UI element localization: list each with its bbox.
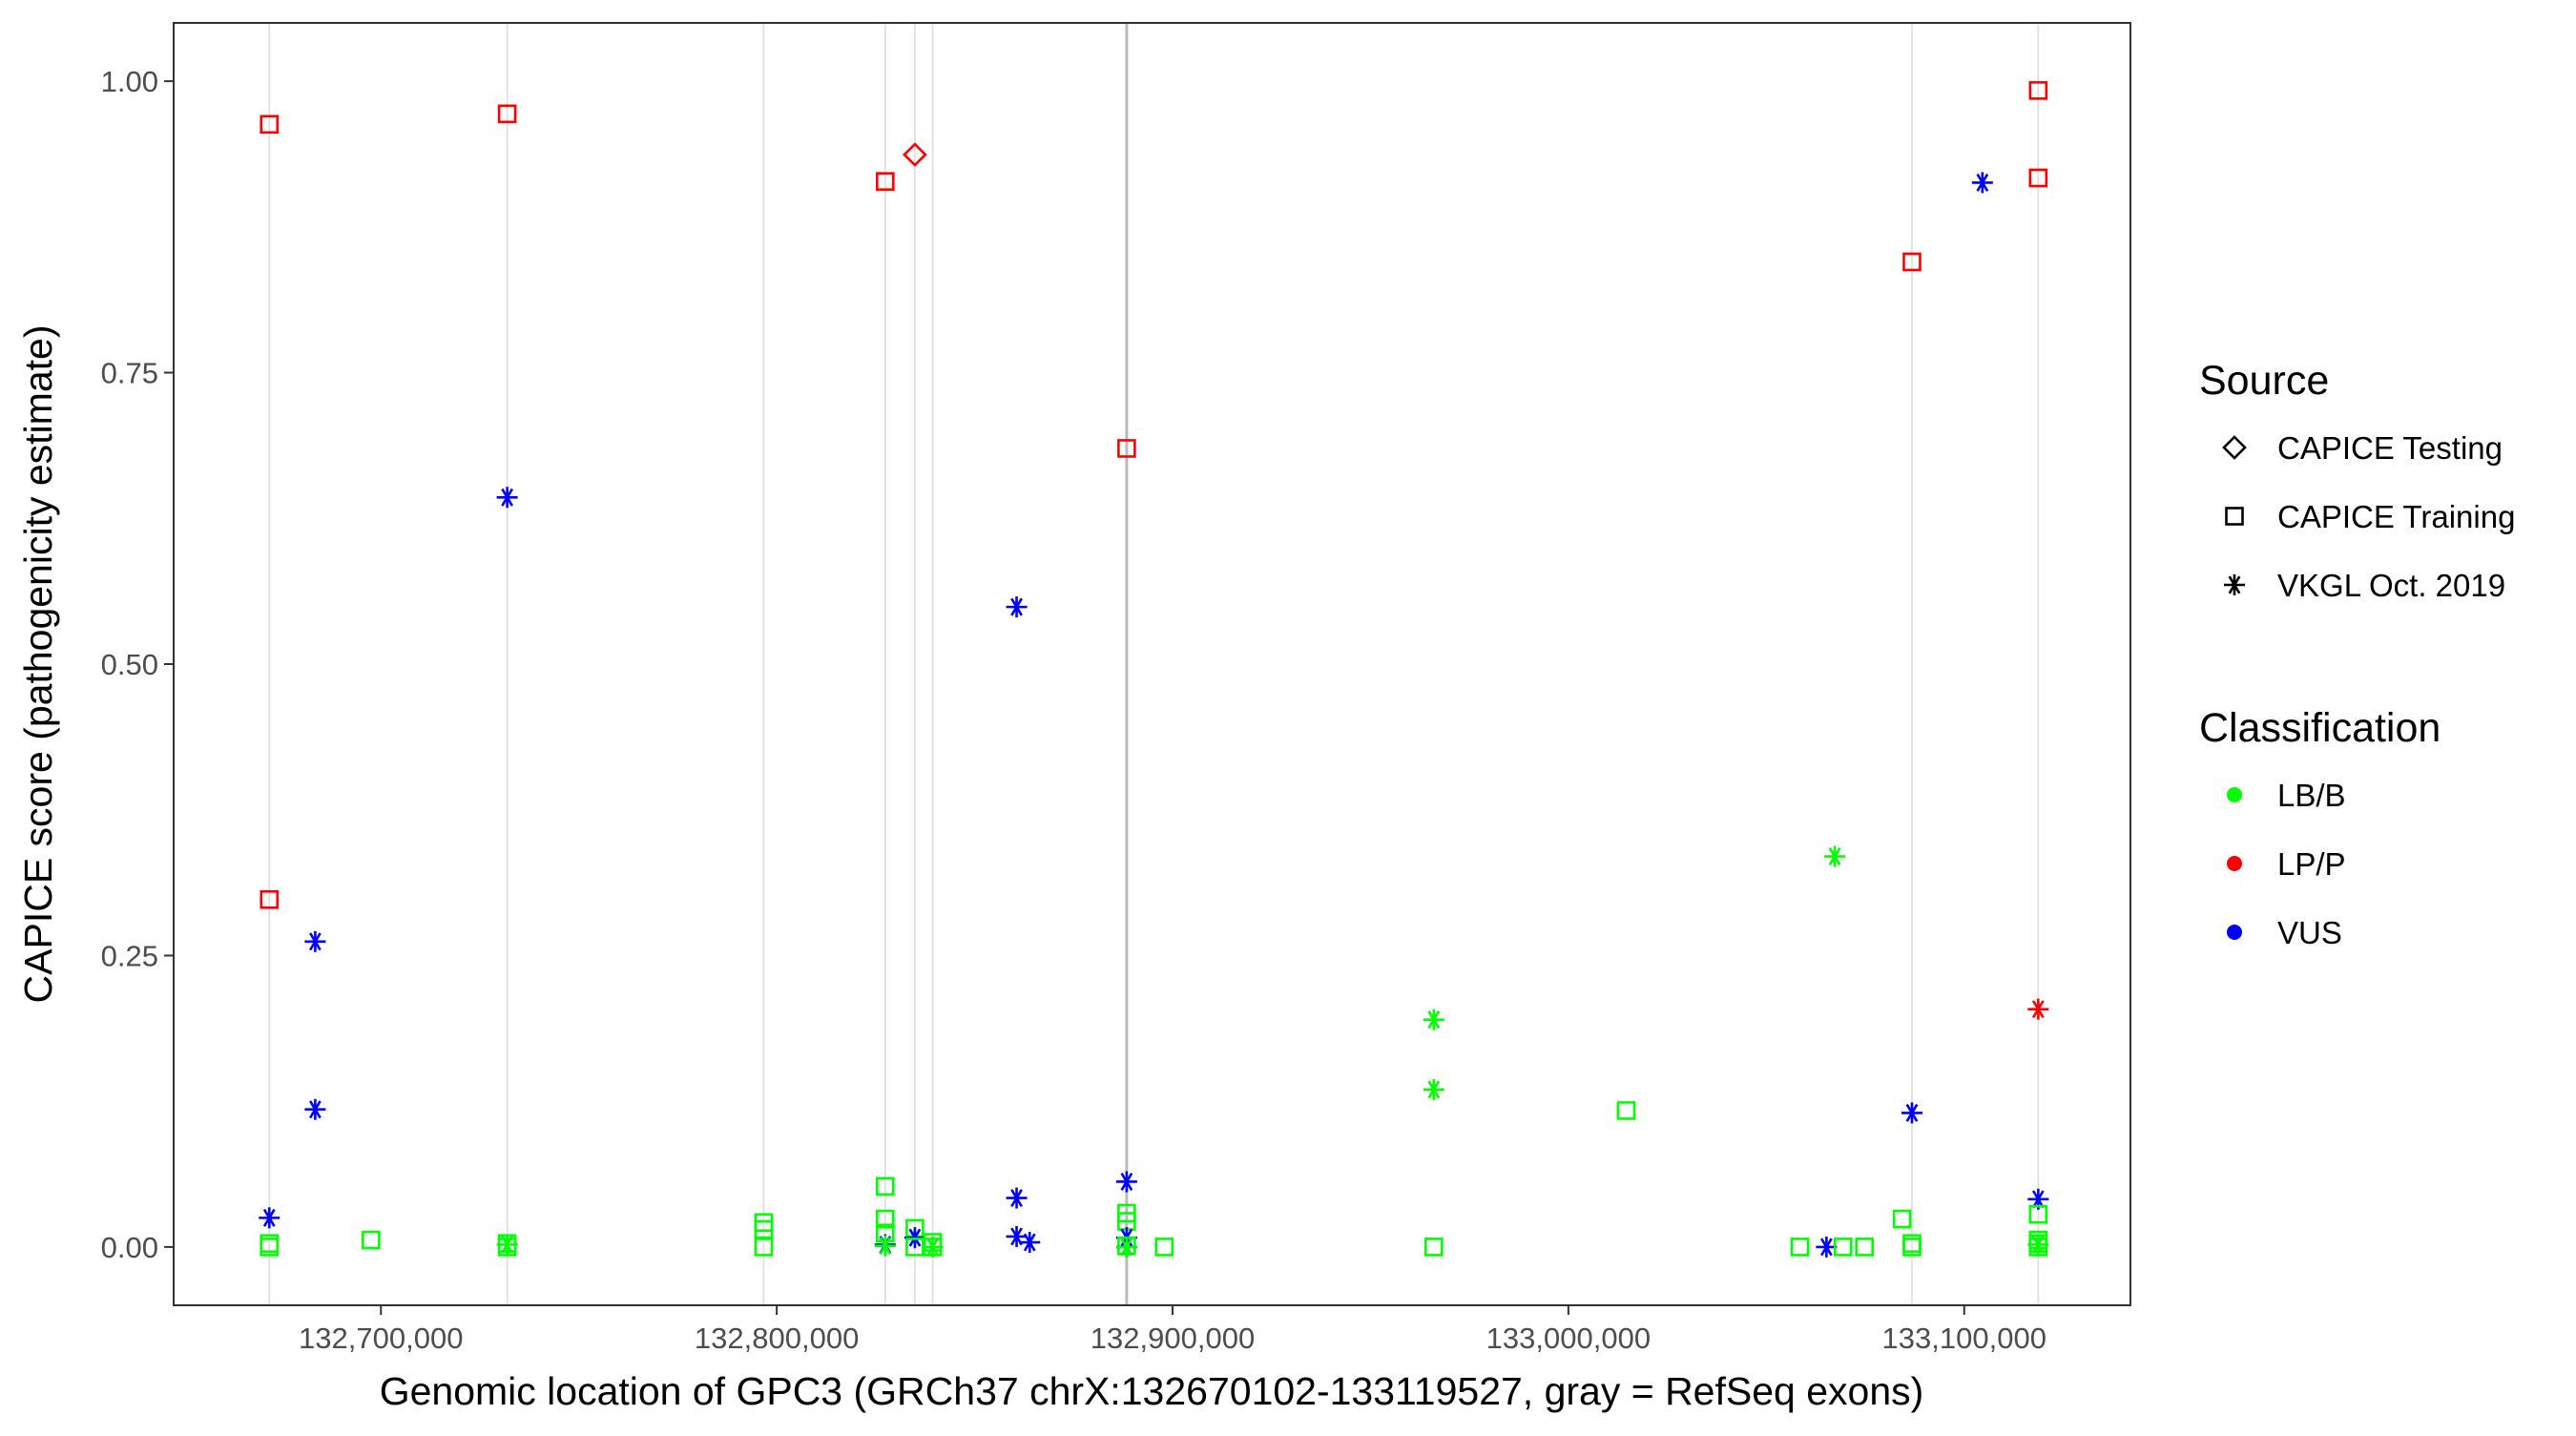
star-stroke bbox=[309, 1100, 322, 1119]
legend: Source CAPICE Testing CAPICE Training VKGL… bbox=[2199, 358, 2515, 950]
data-point-vkgl-VUS bbox=[496, 487, 518, 509]
data-point-vkgl-VUS bbox=[1816, 1236, 1838, 1258]
star-stroke bbox=[1120, 1238, 1133, 1257]
data-point-vkgl-LP bbox=[2027, 998, 2049, 1020]
data-point-vkgl-VUS bbox=[1006, 1187, 1028, 1209]
data-point-training-LB bbox=[754, 1238, 774, 1257]
exon-lines bbox=[268, 23, 2040, 1305]
star-stroke bbox=[1120, 1173, 1133, 1191]
data-point-training-LB bbox=[2028, 1238, 2048, 1257]
data-point-training-LB bbox=[1154, 1238, 1174, 1257]
legend-class-label: LB/B bbox=[2277, 778, 2346, 813]
data-point-vkgl-VUS bbox=[1901, 1102, 1922, 1124]
data-point-training-LB bbox=[876, 1176, 895, 1197]
legend-diamond-icon bbox=[2222, 435, 2247, 460]
star-stroke bbox=[1976, 173, 1989, 192]
star-stroke bbox=[1828, 847, 1841, 866]
legend-dot-icon bbox=[2227, 925, 2242, 940]
y-axis: 0.00 0.25 0.50 0.75 1.00 bbox=[101, 65, 174, 1264]
data-point-vkgl-VUS bbox=[304, 1098, 326, 1120]
star-stroke bbox=[1905, 1103, 1919, 1122]
x-tick-label: 133,000,000 bbox=[1486, 1322, 1651, 1355]
star-stroke bbox=[1010, 597, 1023, 616]
data-point-training-LB bbox=[754, 1219, 774, 1239]
legend-source-label: CAPICE Testing bbox=[2277, 430, 2503, 466]
data-point-vkgl-VUS bbox=[259, 1207, 280, 1229]
y-tick-label: 0.25 bbox=[101, 939, 158, 972]
legend-dot-icon bbox=[2227, 787, 2242, 802]
data-point-vkgl-LB bbox=[1423, 1009, 1444, 1030]
legend-classification-title: Classification bbox=[2199, 705, 2441, 751]
data-point-training-LB bbox=[876, 1209, 895, 1229]
x-tick-label: 132,800,000 bbox=[695, 1322, 859, 1355]
star-stroke bbox=[926, 1238, 939, 1257]
data-point-vkgl-LB bbox=[1115, 1236, 1137, 1258]
star-stroke bbox=[1819, 1238, 1833, 1257]
plot-panel-border bbox=[173, 22, 2131, 1306]
legend-class-label: VUS bbox=[2277, 915, 2342, 950]
star-stroke bbox=[1010, 1189, 1023, 1208]
data-point-vkgl-LB bbox=[1423, 1078, 1444, 1100]
data-point-vkgl-LB bbox=[874, 1235, 896, 1257]
data-point-training-LB bbox=[1616, 1101, 1636, 1120]
x-tick-label: 133,100,000 bbox=[1882, 1322, 2046, 1355]
x-axis: 132,700,000 132,800,000 132,900,000 133,000… bbox=[299, 1305, 2046, 1355]
star-stroke bbox=[1023, 1233, 1036, 1252]
data-point-training-LP bbox=[497, 104, 517, 124]
data-point-training-LP bbox=[260, 890, 280, 909]
legend-source-title: Source bbox=[2199, 358, 2329, 404]
data-point-training-LP bbox=[260, 114, 280, 135]
legend-class-label: LP/P bbox=[2277, 846, 2346, 882]
data-point-training-LB bbox=[1855, 1238, 1875, 1257]
x-tick-label: 132,700,000 bbox=[299, 1322, 463, 1355]
data-point-training-LP bbox=[1117, 439, 1136, 458]
data-point-training-LB bbox=[260, 1238, 280, 1257]
data-point-vkgl-VUS bbox=[1019, 1232, 1041, 1254]
star-stroke bbox=[501, 488, 514, 507]
x-axis-title: Genomic location of GPC3 (GRCh37 chrX:13… bbox=[380, 1369, 1924, 1413]
data-point-vkgl-VUS bbox=[304, 930, 326, 952]
y-tick-label: 0.50 bbox=[101, 648, 158, 681]
legend-source-label: CAPICE Training bbox=[2277, 499, 2515, 534]
data-point-vkgl-VUS bbox=[1971, 172, 1993, 194]
data-point-training-LB bbox=[1902, 1238, 1922, 1257]
star-stroke bbox=[1427, 1080, 1441, 1099]
data-point-training-LB bbox=[497, 1238, 517, 1257]
x-tick-label: 132,900,000 bbox=[1091, 1322, 1255, 1355]
data-point-training-LP bbox=[2028, 81, 2048, 100]
data-point-training-LB bbox=[1834, 1238, 1853, 1257]
legend-source-label: VKGL Oct. 2019 bbox=[2277, 568, 2505, 603]
data-point-testing-LP bbox=[903, 142, 927, 167]
star-stroke bbox=[2031, 1190, 2045, 1209]
y-tick-label: 1.00 bbox=[101, 65, 158, 98]
y-tick-label: 0.00 bbox=[101, 1231, 158, 1264]
data-point-training-LB bbox=[362, 1230, 381, 1250]
data-point-training-LB bbox=[923, 1238, 943, 1257]
star-stroke bbox=[1010, 1227, 1023, 1246]
data-point-training-LB bbox=[1424, 1238, 1444, 1257]
data-point-vkgl-VUS bbox=[1006, 596, 1028, 618]
data-point-training-LB bbox=[1790, 1238, 1810, 1257]
data-point-vkgl-LB bbox=[1824, 845, 1846, 867]
y-axis-title: CAPICE score (pathogenicity estimate) bbox=[16, 325, 60, 1004]
legend-square-icon bbox=[2225, 507, 2244, 526]
star-stroke bbox=[1427, 1010, 1441, 1030]
star-stroke bbox=[262, 1208, 276, 1227]
data-point-vkgl-VUS bbox=[1006, 1225, 1028, 1247]
star-stroke bbox=[879, 1237, 892, 1256]
star-stroke bbox=[2031, 1000, 2045, 1019]
data-point-training-LP bbox=[876, 172, 895, 191]
data-point-training-LB bbox=[2028, 1204, 2048, 1224]
data-points bbox=[259, 81, 2049, 1258]
star-stroke bbox=[309, 932, 322, 951]
data-point-training-LP bbox=[1902, 252, 1922, 272]
data-point-training-LP bbox=[2028, 168, 2048, 188]
y-tick-label: 0.75 bbox=[101, 357, 158, 390]
legend-star-icon bbox=[2224, 574, 2245, 595]
legend-dot-icon bbox=[2227, 856, 2242, 871]
star-stroke bbox=[2228, 575, 2241, 594]
data-point-vkgl-VUS bbox=[1115, 1171, 1137, 1193]
data-point-training-LB bbox=[1892, 1209, 1912, 1229]
